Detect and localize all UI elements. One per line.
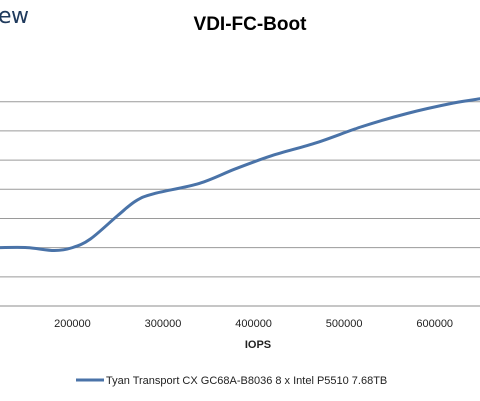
series-line-0 bbox=[0, 97, 480, 253]
gridlines bbox=[0, 101, 480, 307]
x-tick-label: 600000 bbox=[416, 318, 453, 330]
x-tick-labels: 200000 300000 400000 500000 600000 bbox=[54, 318, 453, 330]
logo-fragment: ew bbox=[0, 4, 29, 29]
x-tick-label: 200000 bbox=[54, 318, 91, 330]
x-tick-label: 500000 bbox=[326, 318, 363, 330]
series-lines bbox=[0, 97, 480, 253]
chart-title: VDI-FC-Boot bbox=[193, 14, 307, 35]
legend: Tyan Transport CX GC68A-B8036 8 x Intel … bbox=[76, 375, 387, 387]
legend-label: Tyan Transport CX GC68A-B8036 8 x Intel … bbox=[106, 375, 387, 387]
x-axis-title: IOPS bbox=[245, 339, 271, 351]
x-tick-label: 300000 bbox=[145, 318, 182, 330]
x-tick-label: 400000 bbox=[235, 318, 272, 330]
